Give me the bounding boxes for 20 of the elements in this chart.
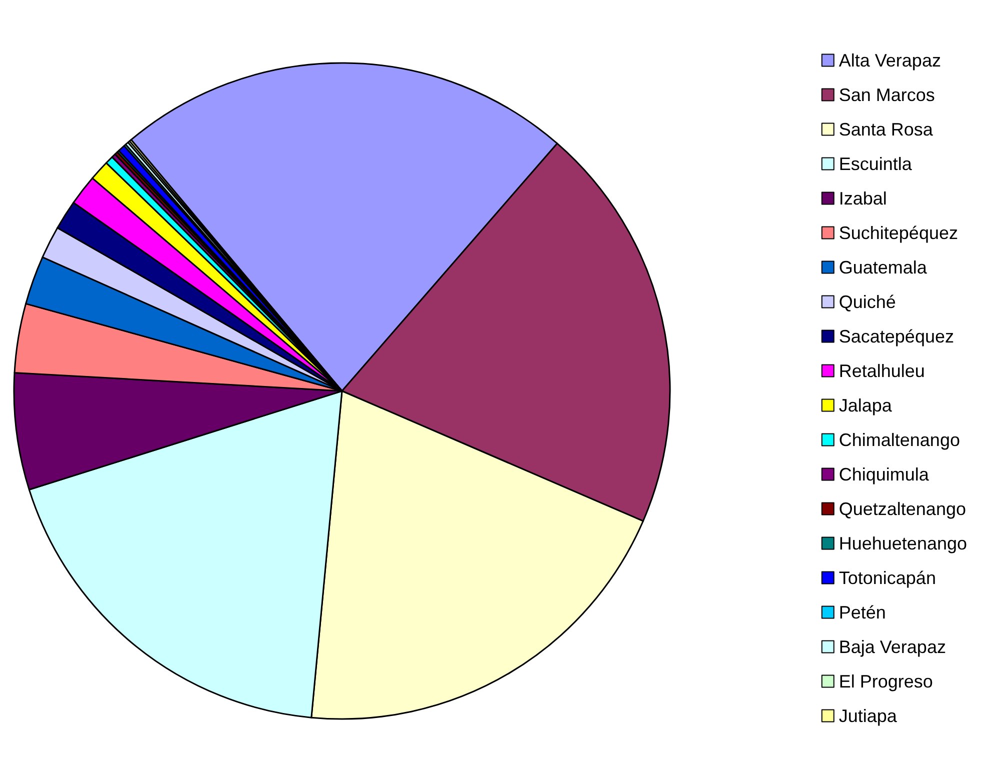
legend-label: Totonicapán <box>838 568 936 588</box>
legend-label: Escuintla <box>838 154 913 174</box>
legend-label: Huehuetenango <box>838 533 968 554</box>
legend-label: Sacatepéquez <box>838 326 954 346</box>
legend-label: Quetzaltenango <box>838 498 966 519</box>
legend-label: Alta Verapaz <box>838 50 941 70</box>
legend-label: Santa Rosa <box>838 119 934 140</box>
legend-label: Petén <box>838 602 886 622</box>
legend-label: Jutiapa <box>838 706 898 726</box>
legend-label: Jalapa <box>838 395 893 416</box>
legend-label: San Marcos <box>838 84 935 105</box>
legend-label: Suchitepéquez <box>838 222 958 243</box>
legend-label: Chiquimula <box>838 464 930 484</box>
legend-label: Retalhuleu <box>838 360 925 381</box>
legend-label: Baja Verapaz <box>838 636 946 657</box>
legend-label: Izabal <box>838 188 887 208</box>
legend-label: Guatemala <box>838 257 928 278</box>
legend-label: Chimaltenango <box>838 430 960 450</box>
legend-label: El Progreso <box>838 671 933 692</box>
legend-label: Quiché <box>838 292 896 312</box>
